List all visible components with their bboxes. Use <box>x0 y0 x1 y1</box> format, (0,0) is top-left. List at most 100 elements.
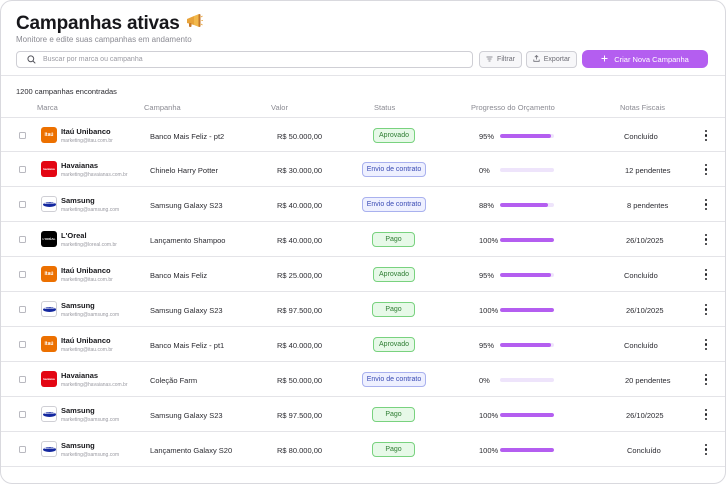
more-options-icon[interactable] <box>702 163 710 176</box>
progress-bar-fill <box>500 308 554 312</box>
progress-bar-fill <box>500 448 554 452</box>
more-options-icon[interactable] <box>702 268 710 281</box>
table-row[interactable]: SAMSUNG Samsung marketing@samsung.com Lança… <box>1 432 725 467</box>
status-badge: Aprovado <box>373 337 415 352</box>
invoice-status: 26/10/2025 <box>626 306 664 315</box>
progress-bar <box>500 448 554 452</box>
campaign-name: Chinelo Harry Potter <box>150 166 218 175</box>
campaign-name: Samsung Galaxy S23 <box>150 411 223 420</box>
logo-text: L'ORÉAL <box>42 237 56 241</box>
search-input[interactable] <box>43 56 443 63</box>
campaign-name: Banco Mais Feliz - pt2 <box>150 132 225 141</box>
invoice-status: Concluído <box>624 271 658 280</box>
row-checkbox[interactable] <box>19 271 26 278</box>
status-badge: Pago <box>372 302 415 317</box>
row-checkbox[interactable] <box>19 306 26 313</box>
table-row[interactable]: itaú Itaú Unibanco marketing@itau.com.br Ba… <box>1 117 725 152</box>
campaign-name: Lançamento Galaxy S20 <box>150 446 233 455</box>
campaign-value: R$ 97.500,00 <box>277 411 323 420</box>
progress-percent: 0% <box>479 376 490 385</box>
row-checkbox[interactable] <box>19 376 26 383</box>
brand-name: Samsung <box>61 301 95 310</box>
samsung-logo-mark: SAMSUNG <box>42 411 56 417</box>
create-campaign-button[interactable]: Criar Nova Campanha <box>582 50 708 68</box>
progress-bar-fill <box>500 343 552 347</box>
brand-name: Havaianas <box>61 161 99 170</box>
row-checkbox[interactable] <box>19 341 26 348</box>
column-header-status[interactable]: Status <box>374 103 396 112</box>
progress-percent: 100% <box>479 306 499 315</box>
table-row[interactable]: itaú Itaú Unibanco marketing@itau.com.br Ba… <box>1 327 725 362</box>
campaign-value: R$ 80.000,00 <box>277 446 323 455</box>
row-checkbox[interactable] <box>19 201 26 208</box>
brand-name: Samsung <box>61 441 95 450</box>
campaign-name: Coleção Farm <box>150 376 198 385</box>
brand-email: marketing@samsung.com <box>61 312 120 318</box>
brand-logo: L'ORÉAL <box>41 231 57 247</box>
logo-text: SAMSUNG <box>43 413 55 415</box>
logo-text: SAMSUNG <box>43 308 55 310</box>
brand-email: marketing@itau.com.br <box>61 138 113 144</box>
search-field[interactable] <box>16 51 473 68</box>
brand-name: Samsung <box>61 196 95 205</box>
progress-bar <box>500 238 554 242</box>
progress-percent: 100% <box>479 411 499 420</box>
progress-bar <box>500 343 554 347</box>
more-options-icon[interactable] <box>702 338 710 351</box>
progress-bar <box>500 378 554 382</box>
table-row[interactable]: L'ORÉAL L'Oreal marketing@loreal.com.br Lan… <box>1 222 725 257</box>
row-checkbox[interactable] <box>19 446 26 453</box>
brand-name: Itaú Unibanco <box>61 336 111 345</box>
progress-bar-fill <box>500 273 552 277</box>
brand-logo: havaianas <box>41 371 57 387</box>
status-badge: Aprovado <box>373 128 415 143</box>
export-icon <box>533 54 540 64</box>
more-options-icon[interactable] <box>702 373 710 386</box>
column-header-progresso[interactable]: Progresso do Orçamento <box>471 103 555 112</box>
logo-text: SAMSUNG <box>43 203 55 205</box>
logo-text: itaú <box>44 271 54 277</box>
invoice-status: 26/10/2025 <box>626 411 664 420</box>
campaign-value: R$ 97.500,00 <box>277 306 323 315</box>
column-header-valor[interactable]: Valor <box>271 103 288 112</box>
status-badge: Pago <box>372 442 415 457</box>
status-badge: Aprovado <box>373 267 415 282</box>
campaign-value: R$ 30.000,00 <box>277 166 323 175</box>
row-checkbox[interactable] <box>19 132 26 139</box>
column-header-marca[interactable]: Marca <box>37 103 58 112</box>
table-row[interactable]: havaianas Havaianas marketing@havaianas.co… <box>1 152 725 187</box>
table-row[interactable]: SAMSUNG Samsung marketing@samsung.com Samsu… <box>1 187 725 222</box>
campaign-name: Banco Mais Feliz <box>150 271 208 280</box>
invoice-status: Concluído <box>627 446 661 455</box>
progress-bar-fill <box>500 238 554 242</box>
progress-percent: 100% <box>479 446 499 455</box>
invoice-status: 26/10/2025 <box>626 236 664 245</box>
table-row[interactable]: SAMSUNG Samsung marketing@samsung.com Samsu… <box>1 292 725 327</box>
more-options-icon[interactable] <box>702 198 710 211</box>
filter-button[interactable]: Filtrar <box>479 51 522 68</box>
progress-percent: 100% <box>479 236 499 245</box>
row-checkbox[interactable] <box>19 236 26 243</box>
more-options-icon[interactable] <box>702 408 710 421</box>
more-options-icon[interactable] <box>702 303 710 316</box>
table-row[interactable]: SAMSUNG Samsung marketing@samsung.com Samsu… <box>1 397 725 432</box>
column-header-notas[interactable]: Notas Fiscais <box>620 103 666 112</box>
more-options-icon[interactable] <box>702 129 710 142</box>
column-header-campanha[interactable]: Campanha <box>144 103 181 112</box>
export-label: Exportar <box>543 56 571 63</box>
status-badge: Pago <box>372 407 415 422</box>
invoice-status: 20 pendentes <box>625 376 671 385</box>
campaign-name: Lançamento Shampoo <box>150 236 226 245</box>
campaign-value: R$ 40.000,00 <box>277 341 323 350</box>
table-row[interactable]: havaianas Havaianas marketing@havaianas.co… <box>1 362 725 397</box>
more-options-icon[interactable] <box>702 443 710 456</box>
brand-email: marketing@itau.com.br <box>61 277 113 283</box>
progress-bar-fill <box>500 134 552 138</box>
table-row[interactable]: itaú Itaú Unibanco marketing@itau.com.br Ba… <box>1 257 725 292</box>
progress-percent: 88% <box>479 201 495 210</box>
row-checkbox[interactable] <box>19 166 26 173</box>
more-options-icon[interactable] <box>702 233 710 246</box>
export-button[interactable]: Exportar <box>526 51 577 68</box>
status-badge: Pago <box>372 232 415 247</box>
row-checkbox[interactable] <box>19 411 26 418</box>
